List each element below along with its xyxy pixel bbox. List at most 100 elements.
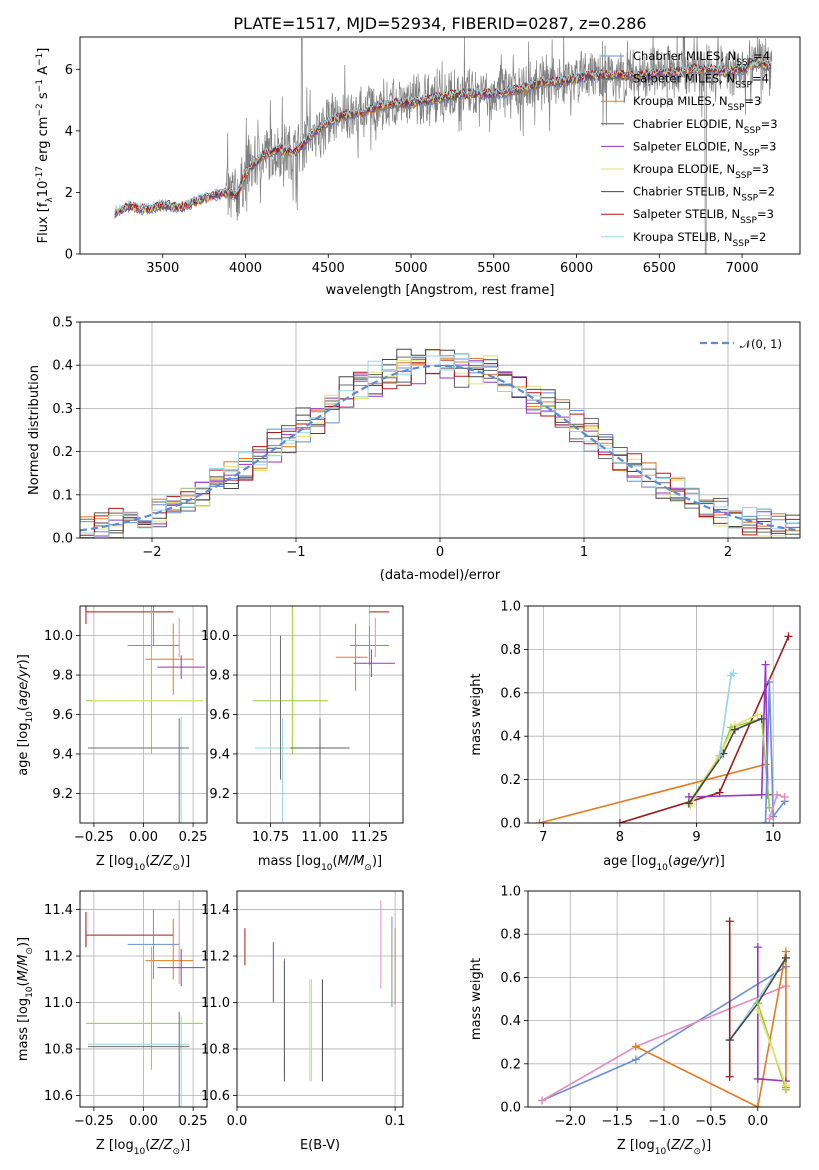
y-tick-label: 9.6 <box>209 708 230 723</box>
x-tick-label: 7 <box>539 830 547 845</box>
label-part: ( <box>668 854 673 869</box>
label-part: )] <box>715 854 725 869</box>
ylabel-part: erg cm <box>36 117 51 166</box>
legend-sub: SSP <box>733 239 750 249</box>
legend-text: =2 <box>758 185 775 199</box>
xlabel-italic: Z/Z <box>149 854 173 869</box>
x-tick-label: 2 <box>724 545 732 560</box>
y-axis-label: mass weight <box>469 958 484 1040</box>
legend-sub: SSP <box>735 81 752 91</box>
x-tick-label: −2 <box>142 545 161 560</box>
weight-series-3 <box>635 951 787 1107</box>
x-tick-label: 0.25 <box>179 830 208 845</box>
y-tick-label: 0.2 <box>500 1057 521 1072</box>
x-tick-label: 5000 <box>394 261 427 276</box>
weight-series-7 <box>718 672 734 756</box>
y-tick-label: 9.8 <box>52 669 73 684</box>
legend-entry: Chabrier MILES, NSSP=4 <box>633 49 770 68</box>
weight-marker <box>773 790 782 799</box>
legend-sub: SSP <box>735 171 752 181</box>
y-tick-label: 11.4 <box>44 903 73 918</box>
weight-marker <box>725 1036 734 1045</box>
plot-area <box>80 348 800 538</box>
weight-marker <box>631 1042 640 1051</box>
x-tick-label: 0.25 <box>179 1114 208 1129</box>
weight-marker <box>761 819 770 823</box>
x-tick-label: 0.00 <box>129 830 158 845</box>
axes-frame <box>79 321 801 539</box>
weight-marker <box>784 632 793 641</box>
x-axis-label: E(B-V) <box>300 1138 340 1153</box>
legend-sub: SSP <box>743 148 760 158</box>
weight-marker <box>684 799 693 808</box>
legend-text: Chabrier MILES, N <box>633 49 736 63</box>
label-sub: 10 <box>321 863 333 873</box>
weight-series-1 <box>539 763 766 823</box>
axes-frame <box>79 605 208 824</box>
x-tick-label: 4500 <box>312 261 345 276</box>
y-tick-label: 0.8 <box>500 643 521 658</box>
legend-entry: Chabrier ELODIE, NSSP=3 <box>633 117 778 136</box>
x-tick-label: −1.0 <box>648 1114 680 1129</box>
weight-marker <box>730 725 739 734</box>
xlabel-part: ( <box>145 1138 150 1153</box>
x-tick-label: 11.00 <box>301 830 338 845</box>
legend-entry: 𝒩(0, 1) <box>740 337 782 351</box>
y-tick-label: 0.0 <box>52 532 73 547</box>
x-tick-label: 0 <box>436 545 444 560</box>
legend-entry: Salpeter STELIB, NSSP=3 <box>633 207 774 226</box>
y-axis-label: age [log10(age/yr)] <box>16 654 35 776</box>
legend-text: =4 <box>753 49 770 63</box>
xlabel-sub: ⊙ <box>172 1147 180 1157</box>
x-axis-label: Z [log10(Z/Z⊙)] <box>96 854 190 873</box>
label-italic: age/yr <box>673 854 716 869</box>
y-tick-label: 0.4 <box>500 1014 521 1029</box>
xlabel-part: )] <box>701 1138 711 1153</box>
legend-entry: Salpeter MILES, NSSP=4 <box>633 72 769 91</box>
y-tick-label: 10.6 <box>201 1089 230 1104</box>
y-axis-label: Flux [fλ10-17 erg cm−2 s−1 A−1] <box>35 48 55 244</box>
weight-vs-age-panel: 7 8 9 10 0.0 0.2 0.4 0.6 0.8 1.0 mass weight age [l… <box>469 600 801 873</box>
weight-marker <box>780 792 789 801</box>
y-tick-label: 10.8 <box>201 1042 230 1057</box>
x-tick-label: −0.25 <box>74 1114 114 1129</box>
label-part: ( <box>16 706 31 711</box>
xlabel-part: )] <box>180 854 190 869</box>
legend-text: Salpeter MILES, N <box>633 72 735 86</box>
legend-entry: Kroupa ELODIE, NSSP=3 <box>633 162 769 181</box>
x-tick-label: 1 <box>580 545 588 560</box>
legend-text: Chabrier ELODIE, N <box>633 117 744 131</box>
x-tick-label: 6500 <box>643 261 676 276</box>
xlabel-italic: Z/Z <box>670 1138 694 1153</box>
y-tick-label: 0.0 <box>500 1101 521 1116</box>
label-part: age [log <box>603 854 656 869</box>
axes-frame <box>527 890 801 1108</box>
legend-text: Salpeter STELIB, N <box>633 207 740 221</box>
weight-marker <box>757 714 766 723</box>
label-part: mass [log <box>258 854 321 869</box>
y-axis-label: Normed distribution <box>27 365 42 495</box>
y-tick-label: 11.2 <box>201 950 230 965</box>
weight-series-6 <box>688 718 763 804</box>
ylabel-sup: -17 <box>35 166 45 181</box>
label-italic: M/M <box>16 955 31 982</box>
plot-area <box>85 900 206 1107</box>
x-tick-label: 11.25 <box>351 830 388 845</box>
ylabel-part: ] <box>36 48 51 53</box>
label-sub: 10 <box>656 863 668 873</box>
y-tick-label: 0.6 <box>500 686 521 701</box>
legend-text: =2 <box>749 230 766 244</box>
label-sub: 10 <box>25 986 35 998</box>
y-tick-label: 9.8 <box>209 669 230 684</box>
mass-vs-extinction-panel: 0.0 0.1 10.6 10.8 11.0 11.2 11.4 E(B-V) <box>201 890 405 1153</box>
weight-marker <box>753 1074 762 1083</box>
y-tick-label: 9.2 <box>52 787 73 802</box>
y-tick-label: 4 <box>65 124 73 139</box>
x-axis-label: (data-model)/error <box>380 568 501 583</box>
y-tick-label: 0.3 <box>52 402 73 417</box>
x-tick-label: 6000 <box>560 261 593 276</box>
ylabel-part: Flux [f <box>36 202 51 243</box>
figure-title: PLATE=1517, MJD=52934, FIBERID=0287, z=0… <box>233 14 646 33</box>
spectrum-panel: 3500 4000 4500 5000 5500 6000 6500 7000 0 2 4 6 wave… <box>35 36 801 298</box>
